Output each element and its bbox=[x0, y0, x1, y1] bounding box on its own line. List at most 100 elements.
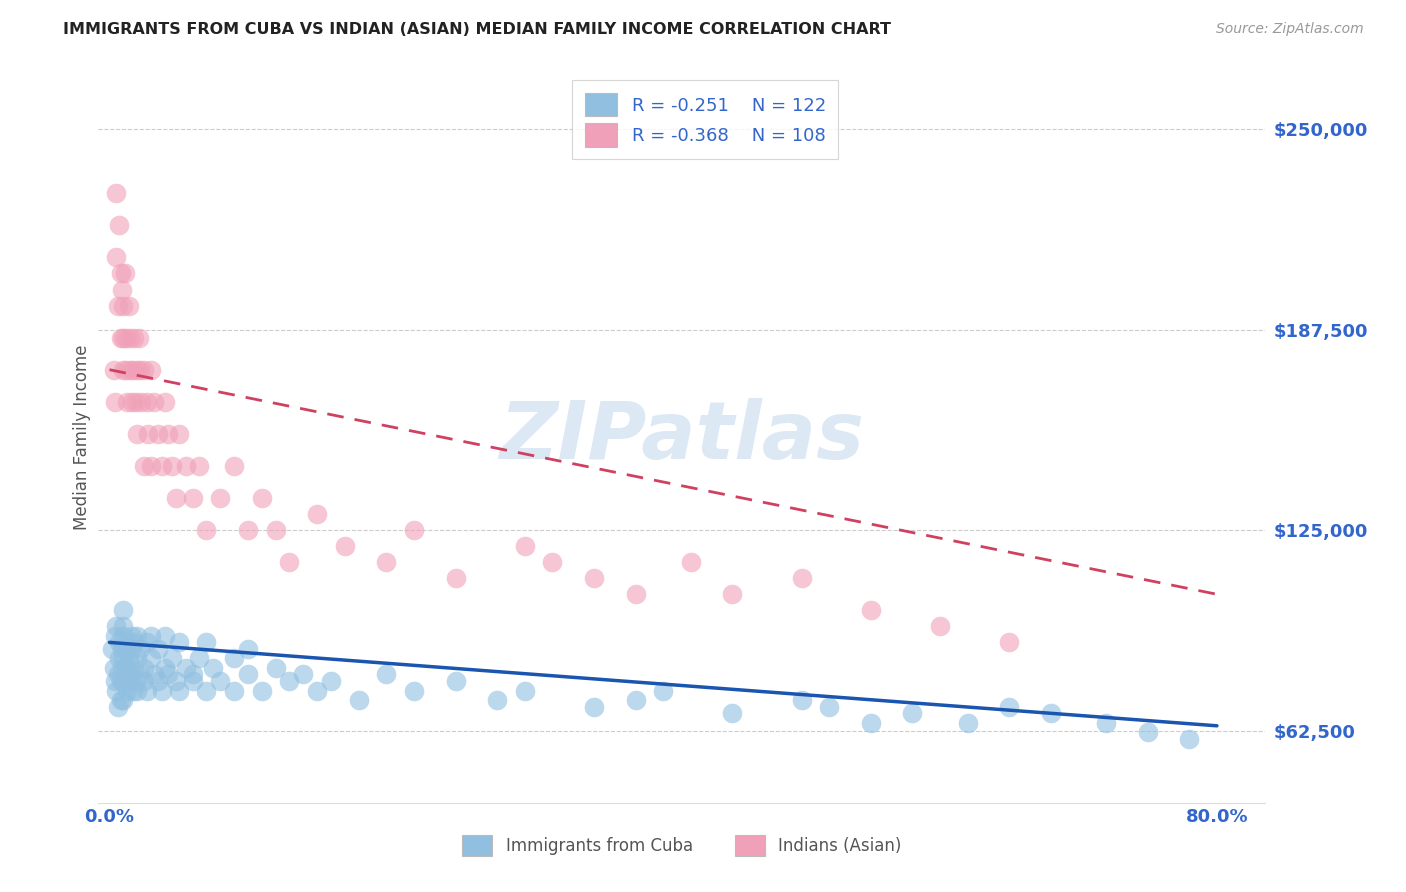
Point bbox=[250, 683, 273, 698]
Point bbox=[112, 629, 135, 643]
Point bbox=[115, 362, 138, 376]
Point bbox=[124, 331, 146, 345]
Point bbox=[236, 667, 259, 681]
Point bbox=[135, 635, 157, 649]
Point bbox=[121, 629, 143, 643]
Point bbox=[125, 394, 148, 409]
Point bbox=[115, 661, 138, 675]
Point bbox=[375, 555, 398, 569]
Point bbox=[132, 458, 155, 473]
Point bbox=[209, 673, 232, 688]
Point bbox=[129, 641, 152, 656]
Point bbox=[236, 641, 259, 656]
Point bbox=[146, 641, 169, 656]
Point bbox=[124, 635, 146, 649]
Point bbox=[790, 693, 813, 707]
Point bbox=[998, 635, 1021, 649]
Point bbox=[117, 683, 139, 698]
Point bbox=[132, 661, 155, 675]
Point bbox=[121, 394, 143, 409]
Point bbox=[135, 394, 157, 409]
Point bbox=[222, 683, 245, 698]
Point bbox=[1178, 731, 1201, 746]
Point bbox=[624, 693, 647, 707]
Point bbox=[153, 394, 176, 409]
Point bbox=[112, 603, 135, 617]
Point bbox=[150, 458, 173, 473]
Point bbox=[103, 661, 125, 675]
Point bbox=[127, 629, 149, 643]
Point bbox=[160, 651, 183, 665]
Point bbox=[105, 186, 128, 201]
Point bbox=[1095, 715, 1118, 730]
Point bbox=[112, 362, 135, 376]
Point bbox=[278, 673, 301, 688]
Point bbox=[118, 299, 141, 313]
Point bbox=[131, 394, 153, 409]
Point bbox=[114, 267, 136, 281]
Point bbox=[160, 458, 183, 473]
Point bbox=[222, 651, 245, 665]
Point bbox=[181, 491, 204, 505]
Point bbox=[108, 635, 131, 649]
Text: Source: ZipAtlas.com: Source: ZipAtlas.com bbox=[1216, 22, 1364, 37]
Point bbox=[110, 331, 132, 345]
Point bbox=[122, 362, 145, 376]
Point bbox=[721, 706, 744, 720]
Point bbox=[142, 394, 165, 409]
Point bbox=[146, 426, 169, 441]
Point bbox=[444, 571, 467, 585]
Point bbox=[721, 587, 744, 601]
Point bbox=[319, 673, 342, 688]
Point bbox=[121, 641, 143, 656]
Point bbox=[307, 683, 329, 698]
Point bbox=[195, 523, 218, 537]
Point bbox=[188, 651, 211, 665]
Point bbox=[117, 635, 139, 649]
Point bbox=[142, 667, 165, 681]
Point bbox=[375, 667, 398, 681]
Point bbox=[111, 641, 134, 656]
Point bbox=[250, 491, 273, 505]
Point bbox=[402, 523, 425, 537]
Text: IMMIGRANTS FROM CUBA VS INDIAN (ASIAN) MEDIAN FAMILY INCOME CORRELATION CHART: IMMIGRANTS FROM CUBA VS INDIAN (ASIAN) M… bbox=[63, 22, 891, 37]
Point bbox=[124, 661, 146, 675]
Point bbox=[117, 394, 139, 409]
Point bbox=[174, 458, 197, 473]
Point bbox=[108, 651, 131, 665]
Point bbox=[167, 635, 190, 649]
Point bbox=[104, 629, 127, 643]
Point bbox=[486, 693, 509, 707]
Point bbox=[120, 667, 142, 681]
Point bbox=[998, 699, 1021, 714]
Point bbox=[165, 673, 187, 688]
Legend: Immigrants from Cuba, Indians (Asian): Immigrants from Cuba, Indians (Asian) bbox=[451, 822, 912, 868]
Point bbox=[112, 299, 135, 313]
Point bbox=[541, 555, 564, 569]
Point bbox=[105, 619, 128, 633]
Point bbox=[195, 635, 218, 649]
Point bbox=[112, 693, 135, 707]
Point bbox=[513, 683, 536, 698]
Point bbox=[790, 571, 813, 585]
Point bbox=[110, 693, 132, 707]
Point bbox=[107, 699, 129, 714]
Point bbox=[956, 715, 979, 730]
Point bbox=[307, 507, 329, 521]
Point bbox=[139, 651, 162, 665]
Point bbox=[929, 619, 952, 633]
Y-axis label: Median Family Income: Median Family Income bbox=[73, 344, 91, 530]
Point bbox=[188, 458, 211, 473]
Point bbox=[167, 426, 190, 441]
Point bbox=[120, 331, 142, 345]
Point bbox=[110, 267, 132, 281]
Point bbox=[679, 555, 702, 569]
Point bbox=[174, 661, 197, 675]
Point bbox=[101, 641, 124, 656]
Point bbox=[402, 683, 425, 698]
Point bbox=[127, 683, 149, 698]
Point bbox=[125, 673, 148, 688]
Point bbox=[104, 394, 127, 409]
Point bbox=[156, 426, 179, 441]
Point bbox=[107, 667, 129, 681]
